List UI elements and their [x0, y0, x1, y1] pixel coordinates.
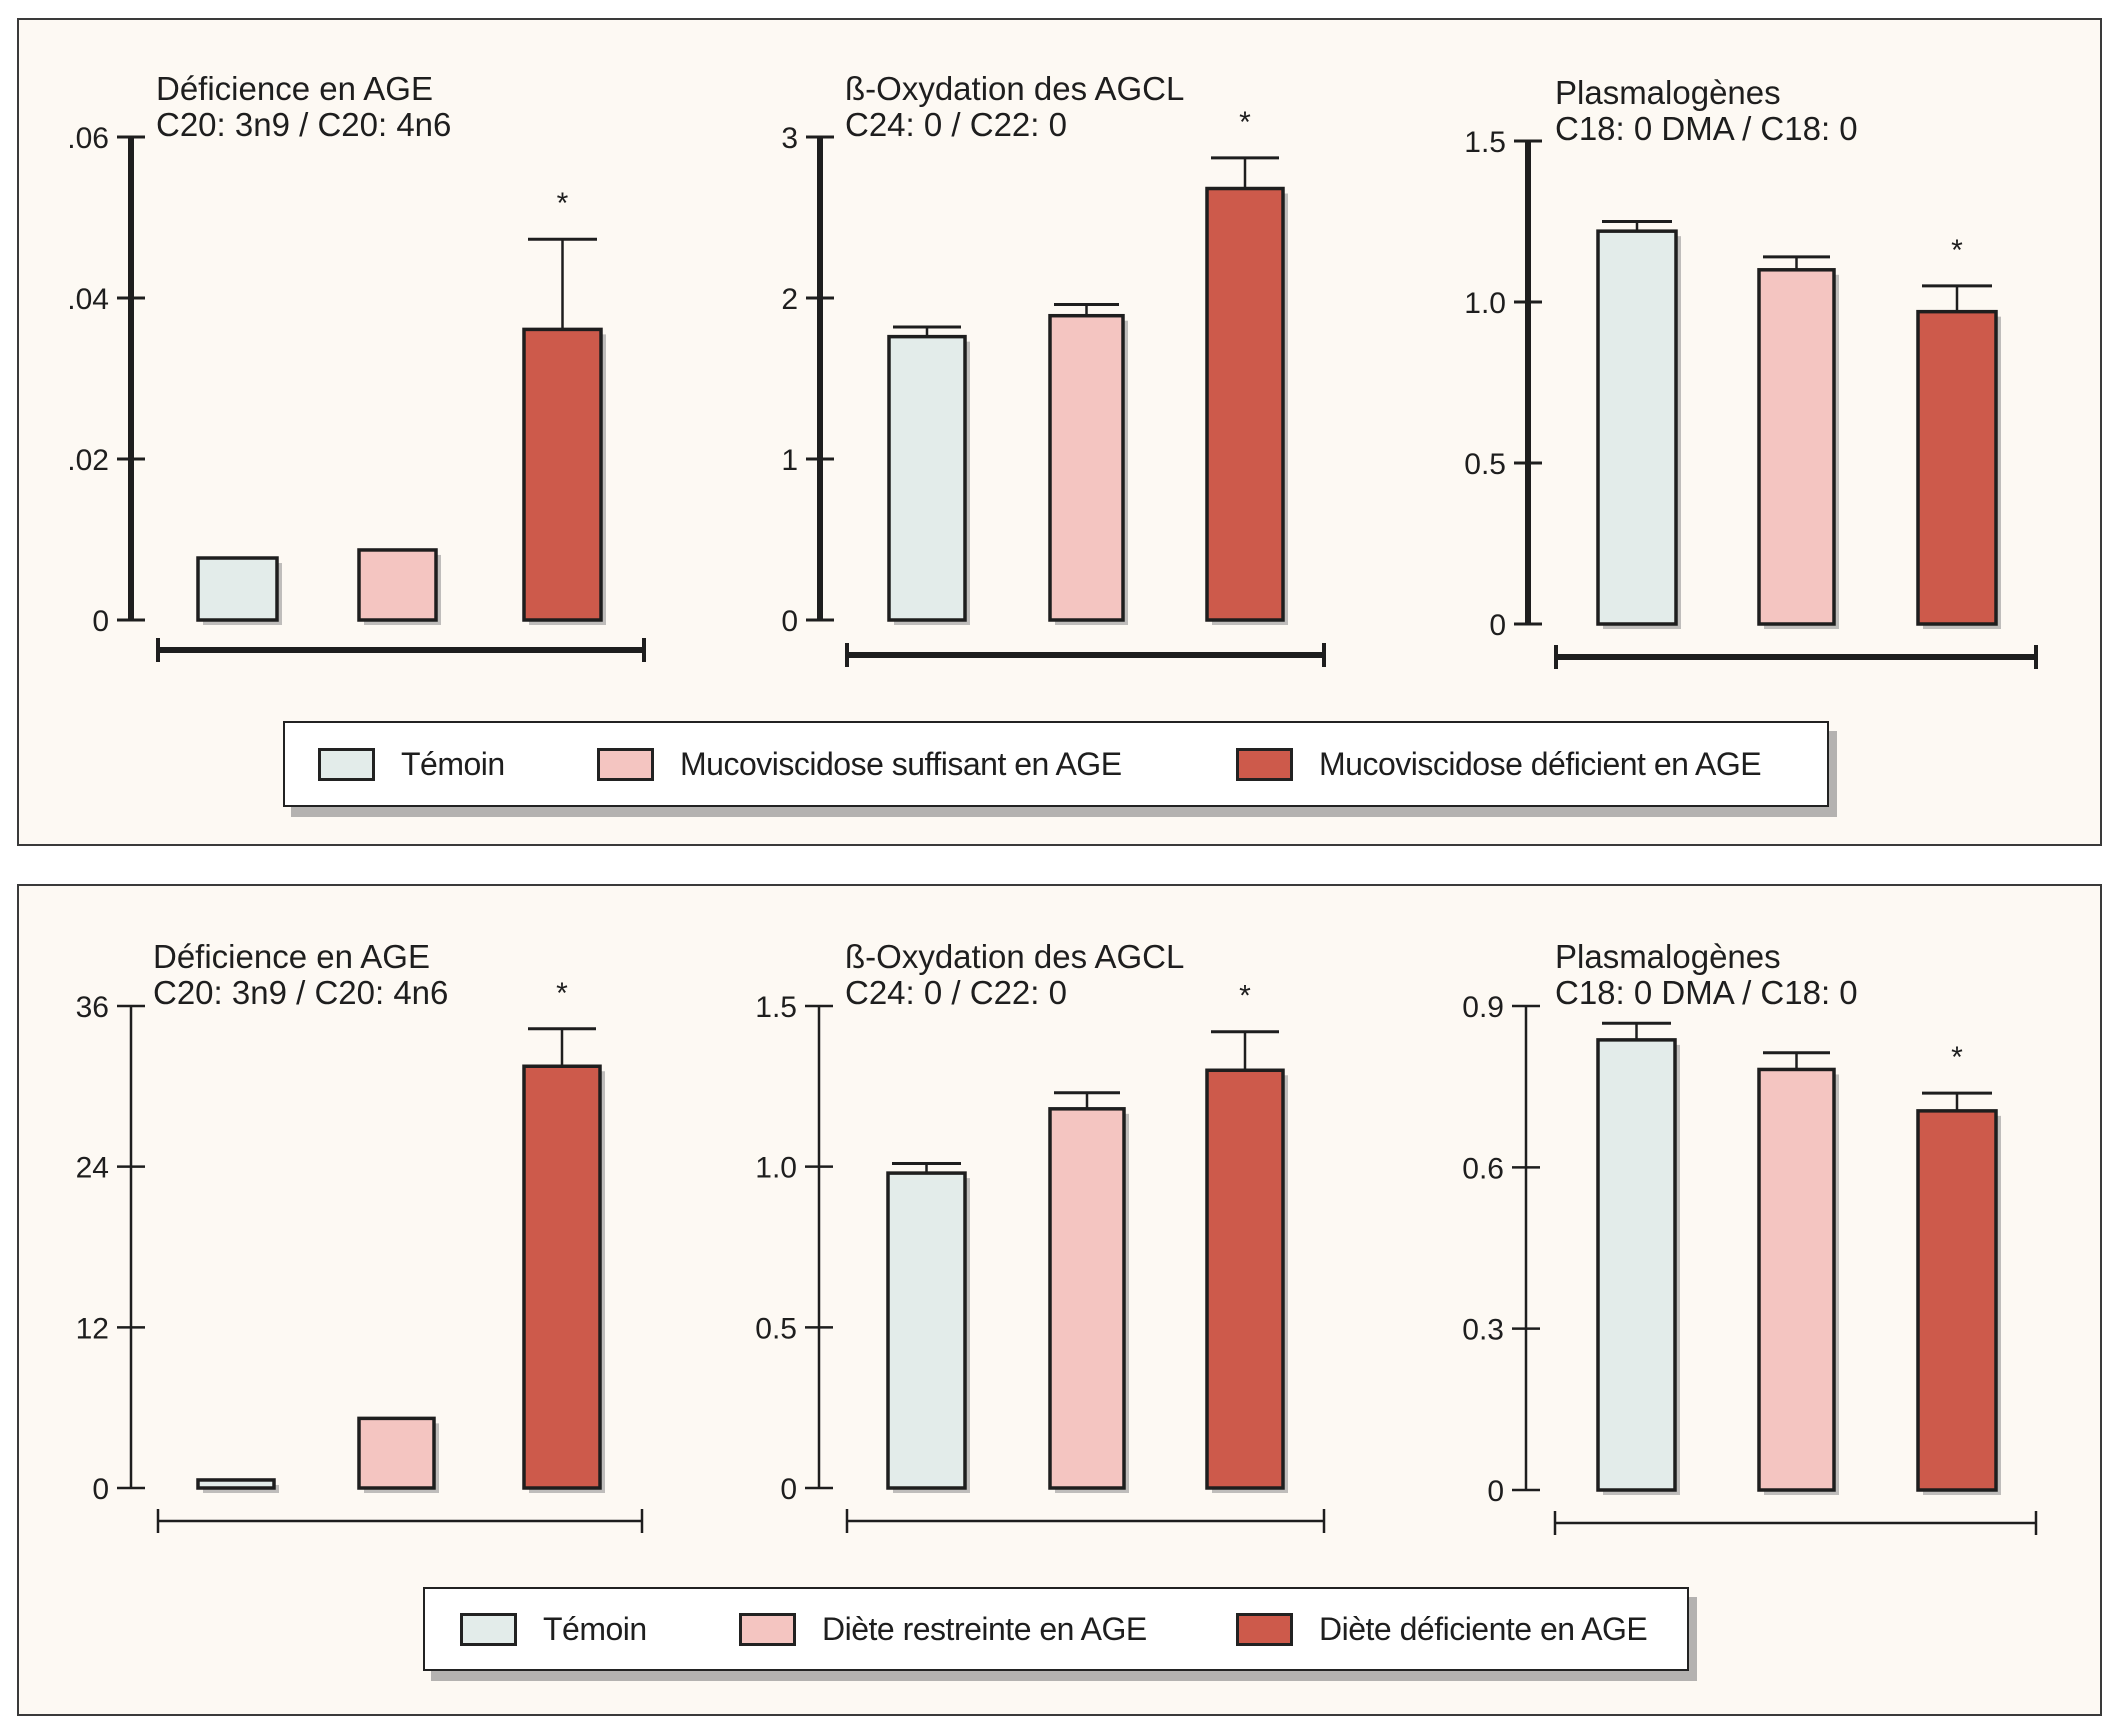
- legend-item-temoin: Témoin: [318, 723, 505, 805]
- legend-label: Mucoviscidose suffisant en AGE: [680, 745, 1122, 782]
- bar-temoin: [1596, 1038, 1677, 1492]
- chart-title: Déficience en AGE: [156, 70, 433, 107]
- legend-swatch-suffisant: [597, 747, 654, 781]
- bar-deficient: [1916, 309, 1998, 626]
- y-tick-label: 24: [76, 1152, 109, 1185]
- legend-item-suffisant: Mucoviscidose suffisant en AGE: [597, 723, 1122, 805]
- bar-suffisant: [1048, 1107, 1126, 1490]
- legend-bottom: Témoin Diète restreinte en AGE Diète déf…: [423, 1587, 1689, 1671]
- chart-subtitle: C20: 3n9 / C20: 4n6: [156, 106, 451, 143]
- legend-label: Témoin: [543, 1610, 647, 1647]
- bar-suffisant: [357, 1416, 436, 1490]
- y-tick-label: 12: [76, 1312, 109, 1345]
- y-tick-label: 0.6: [1462, 1152, 1504, 1185]
- legend-label: Témoin: [401, 745, 505, 782]
- bar-deficient: [522, 1064, 602, 1490]
- legend-swatch-temoin: [318, 747, 375, 781]
- y-tick-label: 0: [780, 1473, 797, 1506]
- bar-suffisant: [1757, 1067, 1836, 1492]
- bar-temoin: [887, 334, 967, 622]
- chart-title: ß-Oxydation des AGCL: [845, 938, 1184, 975]
- chart-title: Plasmalogènes: [1555, 74, 1781, 111]
- legend-item-deficient: Mucoviscidose déficient en AGE: [1236, 723, 1762, 805]
- y-tick-label: 2: [781, 283, 798, 316]
- y-tick-label: 0: [1487, 1475, 1504, 1508]
- y-tick-label: 3: [781, 122, 798, 155]
- legend-top: Témoin Mucoviscidose suffisant en AGE Mu…: [283, 721, 1829, 807]
- chart-subtitle: C18: 0 DMA / C18: 0: [1555, 974, 1858, 1011]
- bar-deficient: [1916, 1109, 1998, 1492]
- bar-temoin: [1596, 229, 1678, 626]
- chart-title: Plasmalogènes: [1555, 938, 1781, 975]
- chart-title: ß-Oxydation des AGCL: [845, 70, 1184, 107]
- y-tick-label: 0: [781, 605, 798, 638]
- y-tick-label: 0: [1489, 609, 1506, 642]
- y-tick-label: 1.5: [1464, 126, 1506, 159]
- legend-swatch-deficient: [1236, 747, 1293, 781]
- significance-asterisk: *: [1951, 1041, 1963, 1074]
- significance-asterisk: *: [1239, 980, 1251, 1013]
- significance-asterisk: *: [556, 977, 568, 1010]
- legend-swatch-restreinte: [739, 1612, 796, 1646]
- chart-subtitle: C18: 0 DMA / C18: 0: [1555, 110, 1858, 147]
- bar-deficient: [522, 327, 603, 622]
- y-tick-label: .04: [67, 283, 109, 316]
- bar-suffisant: [1757, 268, 1836, 626]
- legend-item-temoin: Témoin: [460, 1589, 647, 1669]
- legend-item-deficiente: Diète déficiente en AGE: [1236, 1589, 1648, 1669]
- y-tick-label: 0: [92, 605, 109, 638]
- bar-temoin: [196, 1478, 276, 1490]
- y-tick-label: 0.5: [1464, 448, 1506, 481]
- bar-deficient: [1205, 1068, 1285, 1490]
- chart-subtitle: C24: 0 / C22: 0: [845, 106, 1067, 143]
- bar-temoin: [886, 1171, 967, 1490]
- chart-subtitle: C20: 3n9 / C20: 4n6: [153, 974, 448, 1011]
- chart-title: Déficience en AGE: [153, 938, 430, 975]
- legend-item-restreinte: Diète restreinte en AGE: [739, 1589, 1147, 1669]
- y-tick-label: 0.5: [755, 1312, 797, 1345]
- chart-subtitle: C24: 0 / C22: 0: [845, 974, 1067, 1011]
- significance-asterisk: *: [1239, 106, 1251, 139]
- y-tick-label: 0: [92, 1473, 109, 1506]
- significance-asterisk: *: [557, 187, 569, 220]
- legend-label: Diète déficiente en AGE: [1319, 1610, 1648, 1647]
- legend-swatch-temoin: [460, 1612, 517, 1646]
- y-tick-label: 1.0: [755, 1152, 797, 1185]
- y-tick-label: 0.3: [1462, 1314, 1504, 1347]
- bar-deficient: [1205, 186, 1285, 622]
- y-tick-label: 1.0: [1464, 287, 1506, 320]
- bar-suffisant: [357, 548, 438, 622]
- y-tick-label: 0.9: [1462, 991, 1504, 1024]
- legend-swatch-deficiente: [1236, 1612, 1293, 1646]
- significance-asterisk: *: [1951, 234, 1963, 267]
- y-tick-label: .02: [67, 444, 109, 477]
- y-tick-label: 1.5: [755, 991, 797, 1024]
- y-tick-label: 1: [781, 444, 798, 477]
- legend-label: Diète restreinte en AGE: [822, 1610, 1147, 1647]
- legend-label: Mucoviscidose déficient en AGE: [1319, 745, 1762, 782]
- y-tick-label: .06: [67, 122, 109, 155]
- y-tick-label: 36: [76, 991, 109, 1024]
- bar-suffisant: [1048, 313, 1125, 622]
- bar-temoin: [196, 556, 279, 622]
